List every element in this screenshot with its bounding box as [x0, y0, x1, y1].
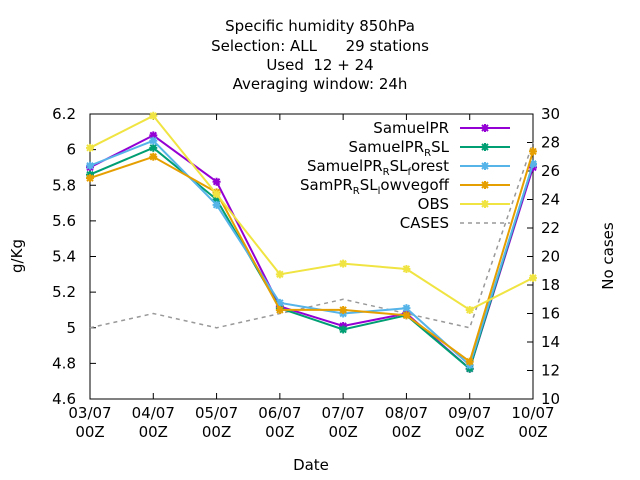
series-line [89, 151, 534, 364]
x-tick-label: 08/07 00Z [385, 404, 428, 441]
legend-label: CASES [400, 214, 449, 232]
data-point [402, 304, 411, 313]
legend-marker [481, 162, 489, 170]
x-axis-label: Date [293, 456, 329, 474]
data-point [149, 111, 158, 120]
data-point [86, 174, 94, 183]
data-point [212, 177, 221, 186]
chart-title-line-1: Specific humidity 850hPa [225, 17, 415, 35]
legend-marker [481, 181, 489, 189]
y2-tick-label: 28 [541, 134, 560, 152]
y-tick-label: 4.8 [52, 354, 76, 372]
chart-title-line-3: Used 12 + 24 [266, 56, 374, 74]
y2-tick-label: 14 [541, 333, 560, 351]
legend-label: SamuelPRRSLforest [307, 157, 449, 178]
x-tick-label: 03/07 00Z [68, 404, 111, 441]
series-line [89, 114, 534, 312]
data-point [149, 131, 158, 140]
legend-entry: SamuelPRRSLforest [307, 157, 510, 178]
series-obs [86, 111, 537, 314]
legend-label: SamuelPRRSL [348, 138, 449, 159]
legend-marker [481, 200, 489, 208]
y2-tick-label: 12 [541, 362, 560, 380]
data-point [529, 273, 537, 282]
series-line [89, 142, 534, 329]
legend-entry: SamPRRSLlowvegoff [300, 176, 510, 197]
y-tick-label: 5 [66, 319, 76, 337]
y2-tick-label: 30 [541, 105, 560, 123]
y-tick-label: 4.6 [52, 390, 76, 408]
y2-tick-label: 18 [541, 276, 560, 294]
data-point [149, 136, 158, 145]
y-tick-label: 5.2 [52, 283, 76, 301]
y2-axis-label: No cases [599, 222, 617, 290]
y-axis-label: g/Kg [8, 239, 26, 273]
y2-tick-label: 16 [541, 305, 560, 323]
data-point [529, 147, 537, 156]
y-tick-label: 6.2 [52, 105, 76, 123]
legend-marker [481, 143, 489, 151]
x-tick-label: 04/07 00Z [132, 404, 175, 441]
legend-marker [481, 124, 489, 132]
data-point [149, 152, 158, 161]
data-point [339, 259, 348, 268]
y-tick-label: 5.4 [52, 248, 76, 266]
data-point [212, 200, 221, 209]
data-point [212, 195, 221, 204]
y2-tick-label: 20 [541, 248, 560, 266]
data-point [339, 305, 348, 314]
x-tick-label: 10/07 00Z [511, 404, 554, 441]
y2-tick-label: 22 [541, 219, 560, 237]
data-point [149, 143, 158, 152]
x-tick-label: 09/07 00Z [448, 404, 491, 441]
series-cases [89, 142, 534, 329]
series-line [89, 146, 534, 371]
x-tick-label: 05/07 00Z [195, 404, 238, 441]
data-point [275, 270, 284, 279]
data-point [86, 143, 94, 152]
y2-tick-label: 10 [541, 390, 560, 408]
data-point [465, 357, 474, 366]
data-point [275, 305, 284, 314]
data-point [212, 190, 221, 199]
legend-label: SamuelPR [373, 119, 449, 137]
data-point [465, 305, 474, 314]
data-point [86, 161, 94, 170]
legend-label: SamPRRSLlowvegoff [300, 176, 450, 197]
chart-title-line-4: Averaging window: 24h [232, 75, 408, 93]
data-point [402, 311, 411, 320]
chart-title-line-2: Selection: ALL 29 stations [211, 37, 429, 55]
y-tick-label: 5.6 [52, 212, 76, 230]
legend-entry: SamuelPRRSL [348, 138, 510, 159]
data-point [529, 159, 537, 168]
x-tick-label: 06/07 00Z [258, 404, 301, 441]
y2-tick-label: 24 [541, 191, 560, 209]
legend-entry: OBS [418, 195, 510, 213]
y2-tick-label: 26 [541, 162, 560, 180]
data-point [339, 325, 348, 334]
x-tick-label: 07/07 00Z [322, 404, 365, 441]
legend-entry: CASES [400, 214, 510, 232]
series-line [89, 139, 534, 367]
y-tick-label: 6 [66, 141, 76, 159]
data-point [402, 264, 411, 273]
y-tick-label: 5.8 [52, 176, 76, 194]
legend-entry: SamuelPR [373, 119, 510, 137]
data-point [275, 298, 284, 307]
legend-label: OBS [418, 195, 449, 213]
